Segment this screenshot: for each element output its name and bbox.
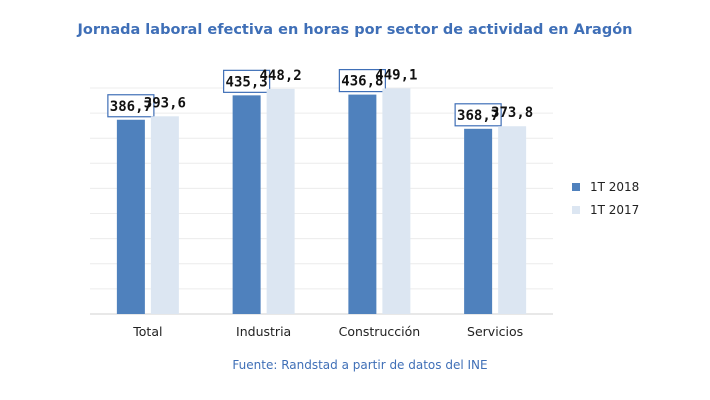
bar-total-2017 [150,116,179,314]
bar-industria-2018 [232,95,261,314]
data-label-box [107,94,155,118]
bar-servicios-2018 [464,128,493,314]
bar-total-2018 [116,119,145,314]
data-label: 449,1 [375,67,417,83]
category-label: Servicios [467,324,523,339]
category-label: Industria [236,324,291,339]
category-label: Total [132,324,162,339]
legend-swatch [572,183,580,191]
source-note: Fuente: Randstad a partir de datos del I… [232,358,488,372]
data-label-box [454,103,502,127]
legend-item-1t-2017: 1T 2017 [572,203,639,217]
bar-construcción-2018 [348,94,377,314]
data-label: 368,7 [457,108,499,124]
legend-item-1t-2018: 1T 2018 [572,180,639,194]
data-label: 373,8 [491,105,533,121]
bar-construcción-2017 [382,88,411,314]
legend-label: 1T 2017 [590,203,640,217]
bar-industria-2017 [266,88,295,314]
chart-title: Jornada laboral efectiva en horas por se… [77,22,633,38]
data-label: 435,3 [226,74,268,90]
category-label: Construcción [339,324,421,339]
data-label: 386,7 [110,99,152,115]
data-label: 393,6 [144,95,186,111]
data-label-box [338,68,386,93]
data-label: 448,2 [260,68,302,84]
bar-servicios-2017 [498,126,527,314]
data-label: 436,8 [341,74,383,90]
legend-swatch [572,206,580,214]
legend-label: 1T 2018 [590,180,640,194]
data-label-box [223,69,271,93]
